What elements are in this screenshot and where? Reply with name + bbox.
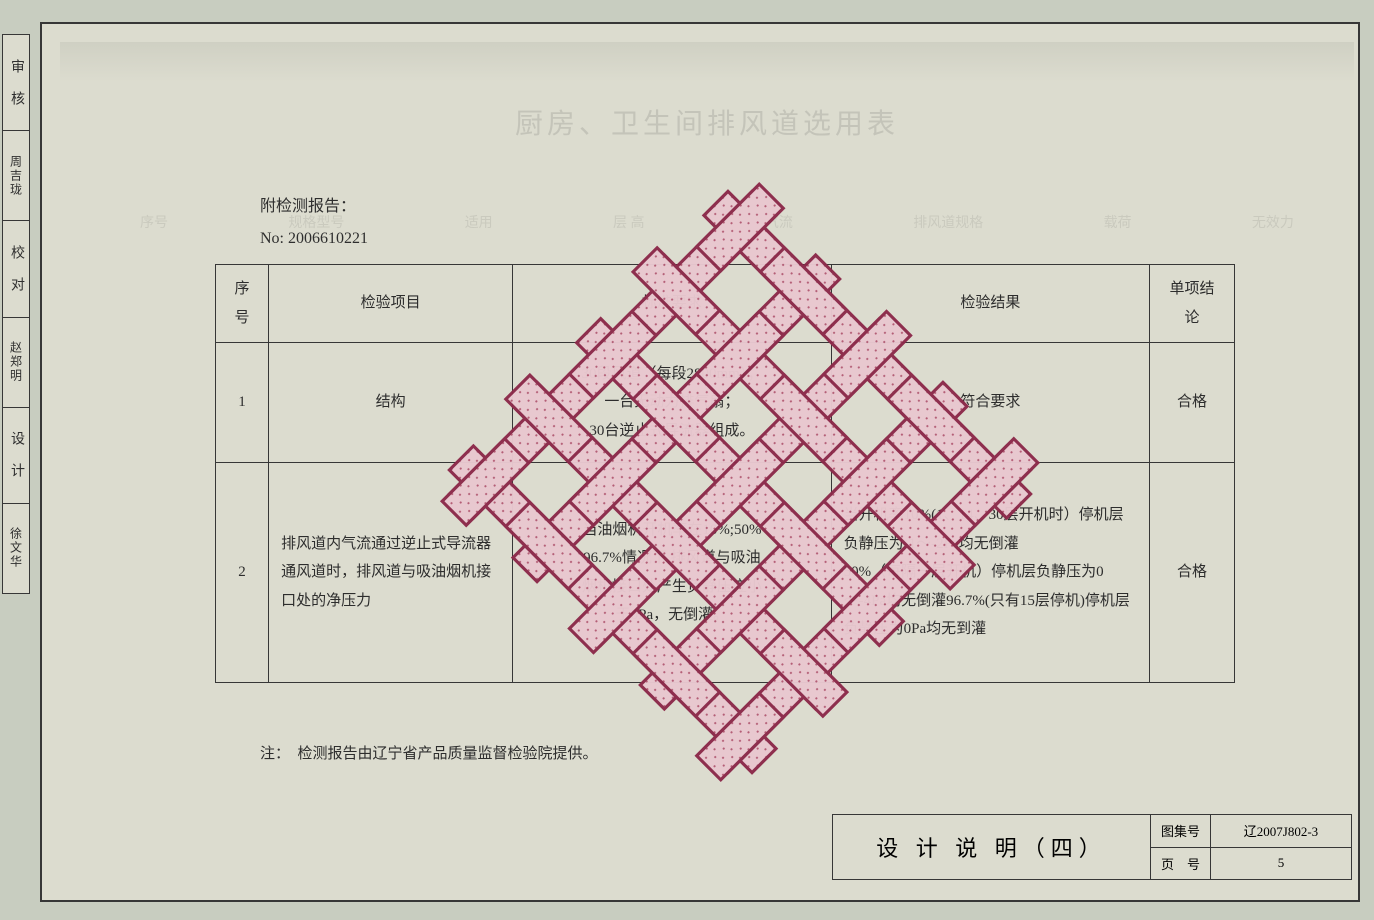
cell-item: 结构 [269,343,513,463]
tb-val: 5 [1211,848,1351,880]
page-inner: 厨房、卫生间排风道选用表 序号 规格型号 适用 层 高 气流 排风道规格 载荷 … [60,42,1354,882]
cell-result: 当开机率10%(1、14、30层开机时）停机层负静压为-1～-2Pa均无倒灌 5… [831,463,1149,683]
tb-val: 辽2007J802-3 [1211,815,1351,847]
table-row: 1 结构 30段风道（每段2800mm）； 一台无动力排气扇； 30台逆止式导流… [216,343,1235,463]
report-header: 附检测报告： No: 2006610221 [260,192,368,248]
bleed-col: 无效力 [1252,212,1294,232]
cell-seq: 2 [216,463,269,683]
cell-seq: 1 [216,343,269,463]
drawing-title: 设 计 说 明（四） [833,815,1151,879]
title-block: 设 计 说 明（四） 图集号 辽2007J802-3 页 号 5 [832,814,1352,880]
col-seq: 序号 [216,265,269,343]
cell-result: 符合要求 [831,343,1149,463]
report-number: 2006610221 [288,230,368,247]
top-shade [60,42,1354,82]
col-standard: 标准要求 [513,265,831,343]
cell-standard: 30段风道（每段2800mm）； 一台无动力排气扇； 30台逆止式导流器组成。 [513,343,831,463]
bleed-col: 气流 [765,212,793,232]
cell-standard: 当油烟机开机率在10%;50% 96.7%情况下,排风道与吸油 烟机接口处产生负… [513,463,831,683]
report-title: 附检测报告： [260,192,368,216]
table-row: 2 排风道内气流通过逆止式导流器通风道时，排风道与吸油烟机接口处的净压力 当油烟… [216,463,1235,683]
footnote: 注： 检测报告由辽宁省产品质量监督检验院提供。 [260,742,598,763]
report-number-label: No: [260,230,284,247]
tb-row-pageno: 页 号 5 [1151,848,1351,880]
bleed-col: 序号 [140,212,168,232]
sidebar-cell-check-label: 校 对 [3,221,29,317]
tb-row-setno: 图集号 辽2007J802-3 [1151,815,1351,848]
cell-item: 排风道内气流通过逆止式导流器通风道时，排风道与吸油烟机接口处的净压力 [269,463,513,683]
bleed-col: 层 高 [613,212,645,232]
page-frame: 审 核 周吉珑 校 对 赵郑明 设 计 徐文华 厨房、卫生间排风道选用表 序号 … [40,22,1360,902]
title-block-meta: 图集号 辽2007J802-3 页 号 5 [1151,815,1351,879]
sidebar-cell-design-label: 设 计 [3,408,29,504]
col-result: 检验结果 [831,265,1149,343]
col-item: 检验项目 [269,265,513,343]
table-header-row: 序号 检验项目 标准要求 检验结果 单项结论 [216,265,1235,343]
tb-key: 页 号 [1151,848,1211,880]
bleed-col: 适用 [465,212,493,232]
cell-conclusion: 合格 [1150,343,1235,463]
report-number-line: No: 2006610221 [260,230,368,248]
bleed-col: 载荷 [1104,212,1132,232]
sidebar-cell-review-label: 审 核 [3,35,29,131]
sidebar-approvals: 审 核 周吉珑 校 对 赵郑明 设 计 徐文华 [2,34,30,594]
col-conclusion: 单项结论 [1150,265,1235,343]
sidebar-cell-design-name: 徐文华 [3,504,29,593]
bleed-through-heading: 厨房、卫生间排风道选用表 [60,102,1354,142]
sidebar-cell-review-name: 周吉珑 [3,131,29,221]
tb-key: 图集号 [1151,815,1211,847]
bleed-col: 排风道规格 [913,212,983,232]
cell-conclusion: 合格 [1150,463,1235,683]
inspection-table: 序号 检验项目 标准要求 检验结果 单项结论 1 结构 30段风道（每段2800… [215,264,1235,683]
sidebar-cell-check-name: 赵郑明 [3,318,29,408]
